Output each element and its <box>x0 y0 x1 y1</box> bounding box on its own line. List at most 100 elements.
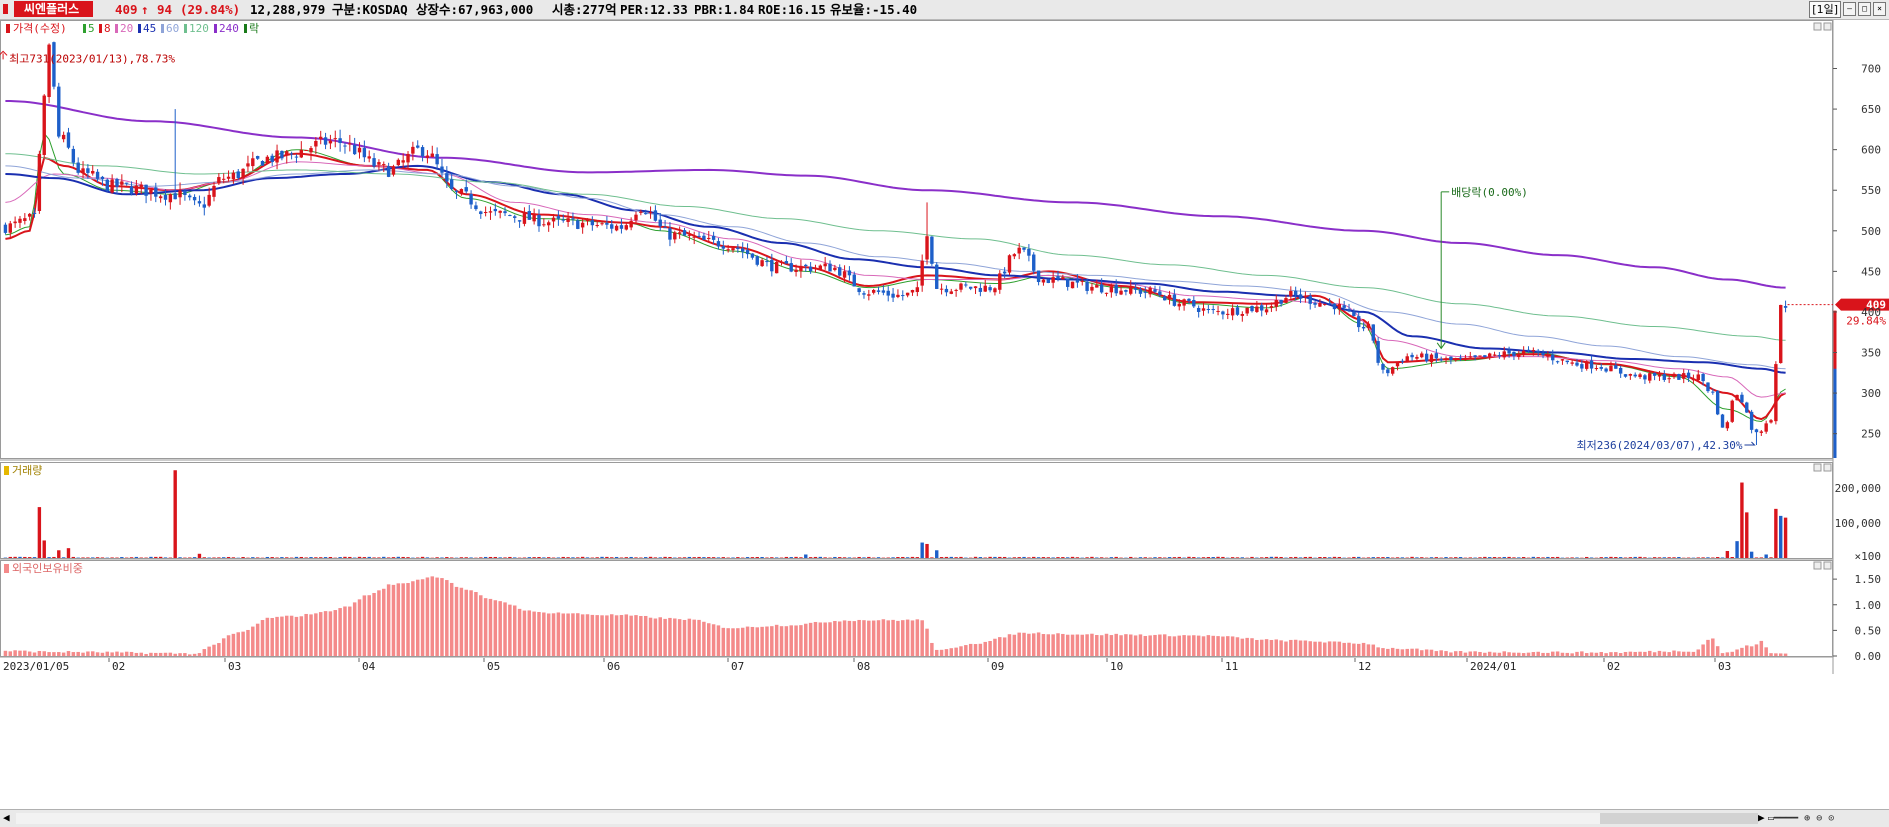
zoom-controls[interactable]: ▭━━━━ ⊕ ⊖ ⊙ <box>1768 812 1878 825</box>
volume-bar <box>130 557 133 558</box>
candle <box>1629 374 1632 376</box>
volume-bar <box>1386 557 1389 558</box>
foreign-ownership-bar <box>1769 653 1772 656</box>
candle <box>1323 304 1326 305</box>
close-icon[interactable]: × <box>1873 2 1886 16</box>
zoom-reset-icon[interactable]: ⊙ <box>1828 813 1834 824</box>
volume-bar <box>794 557 797 558</box>
foreign-ownership-bar <box>1047 634 1050 656</box>
candle <box>1638 374 1641 377</box>
foreign-ownership-bar <box>770 626 773 656</box>
candle <box>435 154 438 164</box>
candle <box>1250 306 1253 311</box>
foreign-ownership-bar <box>649 618 652 656</box>
foreign-ownership-bar <box>484 598 487 656</box>
candle <box>1483 355 1486 357</box>
foreign-ownership-bar <box>1546 653 1549 656</box>
candle <box>43 96 46 155</box>
volume-bar <box>1231 557 1234 558</box>
volume-bar <box>1294 557 1297 558</box>
candle <box>872 290 875 293</box>
minimize-icon[interactable]: — <box>1843 2 1856 16</box>
foreign-ownership-bar <box>188 654 191 656</box>
foreign-ownership-bar <box>110 652 113 656</box>
foreign-ownership-bar <box>1202 636 1205 656</box>
candle <box>673 232 676 239</box>
date-axis-label: 02 <box>1607 660 1620 673</box>
candle <box>1396 362 1399 366</box>
legend-marker <box>6 24 10 33</box>
foreign-ownership-bar <box>139 653 142 656</box>
foreign-ownership-bar <box>886 620 889 656</box>
foreign-ownership-bar <box>1648 651 1651 656</box>
reserve-ratio: 유보율:-15.40 <box>830 2 917 17</box>
volume-bar <box>891 557 894 558</box>
volume-bar <box>576 557 579 558</box>
volume-bar <box>469 557 472 558</box>
foreign-ownership-bar <box>1532 652 1535 656</box>
foreign-ownership-bar <box>1692 652 1695 656</box>
volume-bar <box>1570 557 1573 558</box>
candle <box>1207 309 1210 310</box>
foreign-ownership-bar <box>1148 635 1151 656</box>
time-scrollbar[interactable]: ◀ ▶ ▭━━━━ ⊕ ⊖ ⊙ <box>0 809 1889 827</box>
maximize-icon[interactable]: □ <box>1858 2 1871 16</box>
candle <box>969 287 972 289</box>
foreign-ownership-bar <box>290 616 293 656</box>
foreign-ownership-bar <box>445 580 448 656</box>
foreign-ownership-bar <box>969 644 972 656</box>
period-selector[interactable]: [1일] <box>1809 1 1841 18</box>
candle <box>358 148 361 153</box>
volume-bar <box>814 557 817 558</box>
foreign-ownership-bar <box>62 653 65 656</box>
foreign-ownership-bar <box>455 587 458 656</box>
foreign-ownership-bar <box>1216 636 1219 656</box>
foreign-ownership-bar <box>615 615 618 656</box>
volume-bar <box>649 557 652 558</box>
volume-bar <box>979 557 982 558</box>
volume-bar <box>300 557 303 558</box>
foreign-ownership-bar <box>537 612 540 656</box>
foreign-ownership-bar <box>1289 640 1292 656</box>
candle <box>1037 271 1040 283</box>
candle <box>1595 368 1598 369</box>
volume-bar <box>600 557 603 558</box>
foreign-ownership-bar <box>1735 649 1738 656</box>
volume-bar <box>1187 557 1190 558</box>
foreign-ownership-bar <box>363 595 366 656</box>
per-value: PER:12.33 <box>620 2 688 17</box>
foreign-ownership-bar <box>1590 652 1593 656</box>
foreign-ownership-bar <box>644 616 647 656</box>
volume-bar <box>712 557 715 558</box>
zoom-out-icon[interactable]: ⊖ <box>1816 813 1822 824</box>
volume-bar <box>28 557 31 558</box>
volume-bar <box>1168 557 1171 558</box>
volume-bar <box>916 557 919 558</box>
stock-chart[interactable]: 최고731(2023/01/13),78.73%최저236(2024/03/07… <box>0 20 1889 809</box>
zoom-in-icon[interactable]: ⊕ <box>1804 813 1810 824</box>
scroll-track[interactable] <box>16 813 1756 824</box>
scroll-thumb[interactable] <box>1600 813 1758 824</box>
volume-bar <box>309 557 312 558</box>
candle <box>523 213 526 224</box>
scroll-right-icon[interactable]: ▶ <box>1758 811 1765 824</box>
foreign-ownership-bar <box>1701 644 1704 656</box>
volume-bar <box>1265 557 1268 558</box>
foreign-ownership-bar <box>489 599 492 656</box>
candle <box>1333 304 1336 310</box>
foreign-ownership-bar <box>285 616 288 656</box>
foreign-ownership-bar <box>785 626 788 656</box>
zoom-slider-icon[interactable]: ▭━━━━ <box>1768 813 1798 824</box>
legend-item: 락 <box>249 22 259 35</box>
stock-name[interactable]: 씨엔플러스 <box>14 1 93 17</box>
scroll-left-icon[interactable]: ◀ <box>3 811 10 824</box>
foreign-ownership-bar <box>154 653 157 656</box>
candle <box>498 211 501 213</box>
candle <box>1318 303 1321 307</box>
candle <box>518 220 521 221</box>
volume-bar <box>1042 557 1045 558</box>
candle <box>940 289 943 290</box>
foreign-ownership-bar <box>338 608 341 656</box>
foreign-ownership-bar <box>479 595 482 656</box>
foreign-ownership-bar <box>217 643 220 656</box>
